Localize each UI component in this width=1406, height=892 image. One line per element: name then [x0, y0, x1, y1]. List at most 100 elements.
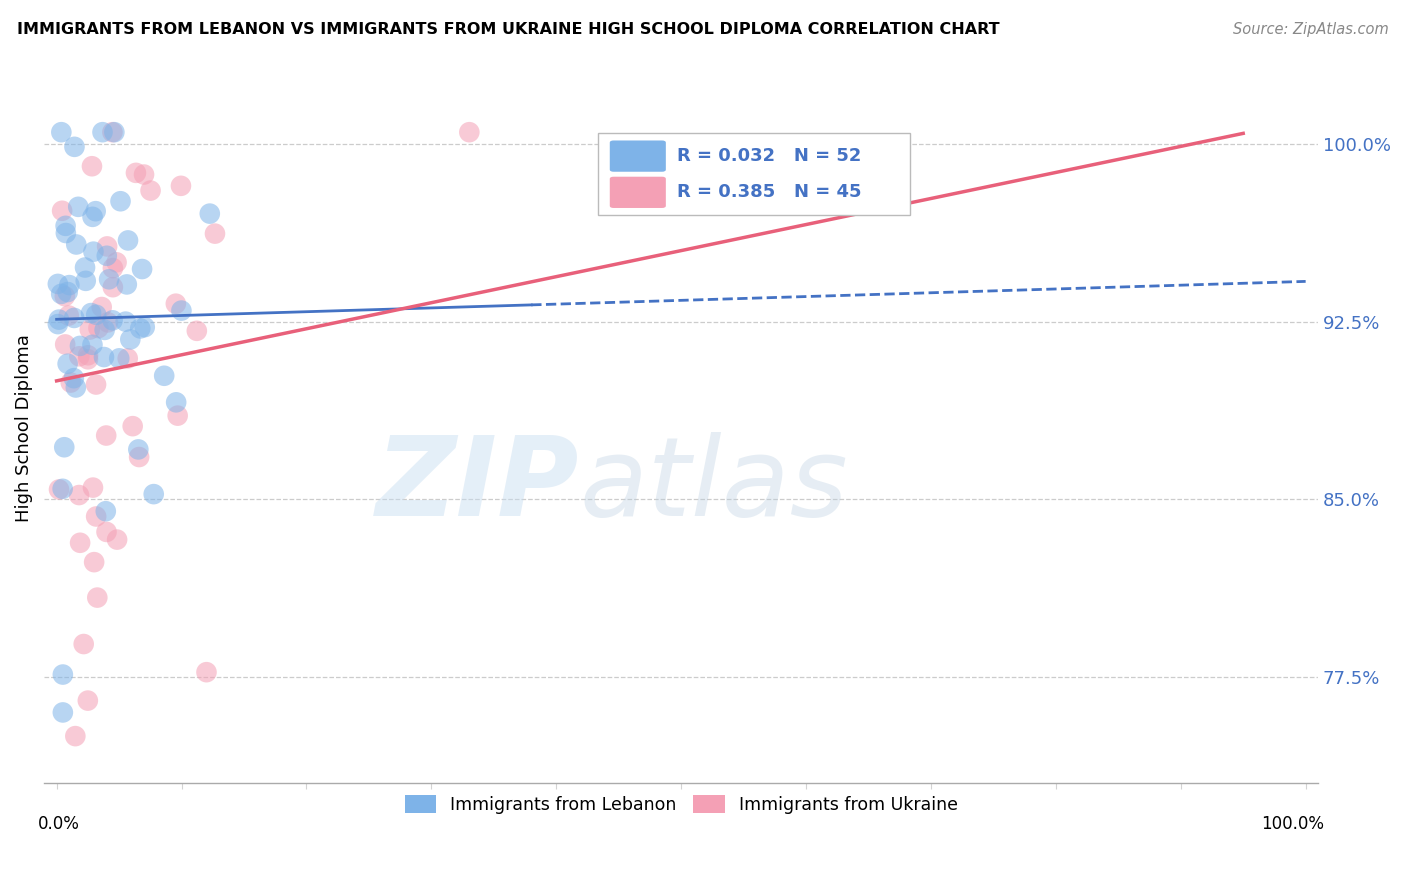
Point	[170, 303, 193, 318]
Text: 0.0%: 0.0%	[38, 815, 80, 833]
Point	[131, 262, 153, 277]
Point	[96, 239, 118, 253]
Point	[56, 285, 79, 299]
Point	[96, 428, 118, 442]
Text: Source: ZipAtlas.com: Source: ZipAtlas.com	[1233, 22, 1389, 37]
Point	[83, 555, 105, 569]
Point	[87, 321, 110, 335]
Point	[121, 419, 143, 434]
Point	[128, 450, 150, 464]
Point	[165, 296, 187, 310]
Y-axis label: High School Diploma: High School Diploma	[15, 334, 32, 522]
Text: R = 0.385   N = 45: R = 0.385 N = 45	[678, 184, 862, 202]
Text: 100.0%: 100.0%	[1261, 815, 1324, 833]
Point	[67, 349, 90, 363]
Point	[55, 226, 77, 240]
Point	[195, 665, 218, 680]
Point	[65, 380, 87, 394]
Point	[73, 260, 96, 275]
Point	[46, 277, 69, 291]
Point	[84, 509, 107, 524]
Point	[166, 409, 188, 423]
Point	[84, 377, 107, 392]
Point	[65, 729, 87, 743]
Point	[58, 309, 80, 323]
Point	[53, 337, 76, 351]
Point	[63, 371, 86, 385]
Point	[51, 125, 73, 139]
Point	[77, 348, 100, 362]
Point	[91, 125, 114, 139]
Point	[67, 488, 90, 502]
Point	[80, 159, 103, 173]
Point	[52, 706, 75, 720]
Point	[82, 210, 104, 224]
Point	[115, 277, 138, 292]
Point	[55, 219, 77, 233]
Point	[127, 442, 149, 457]
Point	[65, 237, 87, 252]
Point	[101, 280, 124, 294]
Point	[82, 481, 104, 495]
Point	[142, 487, 165, 501]
Point	[53, 289, 76, 303]
Point	[110, 194, 132, 209]
Point	[97, 315, 120, 329]
Point	[82, 244, 104, 259]
Point	[48, 312, 70, 326]
Point	[93, 350, 115, 364]
Point	[101, 313, 124, 327]
Point	[101, 125, 124, 139]
Point	[125, 166, 148, 180]
Point	[52, 482, 75, 496]
Point	[58, 278, 80, 293]
Point	[84, 308, 107, 322]
Point	[105, 255, 128, 269]
Point	[103, 125, 125, 139]
Point	[77, 352, 100, 367]
Point	[90, 300, 112, 314]
Point	[67, 200, 90, 214]
Point	[132, 168, 155, 182]
Point	[139, 184, 162, 198]
Point	[204, 227, 226, 241]
Point	[56, 357, 79, 371]
FancyBboxPatch shape	[599, 134, 911, 215]
Point	[76, 693, 98, 707]
Point	[79, 322, 101, 336]
Point	[105, 533, 128, 547]
Point	[96, 524, 118, 539]
Point	[114, 315, 136, 329]
Point	[96, 249, 118, 263]
Text: atlas: atlas	[579, 432, 848, 539]
Point	[129, 321, 152, 335]
FancyBboxPatch shape	[610, 177, 666, 208]
Point	[75, 274, 97, 288]
Point	[117, 234, 139, 248]
Point	[82, 338, 104, 352]
Point	[101, 261, 124, 276]
Point	[48, 483, 70, 497]
Point	[458, 125, 481, 139]
Point	[80, 306, 103, 320]
Point	[51, 286, 73, 301]
Point	[153, 368, 176, 383]
Legend: Immigrants from Lebanon, Immigrants from Ukraine: Immigrants from Lebanon, Immigrants from…	[398, 789, 965, 821]
Point	[52, 667, 75, 681]
Point	[69, 536, 91, 550]
FancyBboxPatch shape	[610, 140, 666, 172]
Point	[117, 351, 139, 366]
Point	[53, 440, 76, 454]
Point	[84, 204, 107, 219]
Point	[186, 324, 208, 338]
Point	[134, 320, 156, 334]
Text: ZIP: ZIP	[375, 432, 579, 539]
Point	[51, 203, 73, 218]
Point	[46, 317, 69, 331]
Text: IMMIGRANTS FROM LEBANON VS IMMIGRANTS FROM UKRAINE HIGH SCHOOL DIPLOMA CORRELATI: IMMIGRANTS FROM LEBANON VS IMMIGRANTS FR…	[17, 22, 1000, 37]
Point	[198, 206, 221, 220]
Point	[165, 395, 187, 409]
Point	[93, 323, 115, 337]
Point	[98, 272, 121, 286]
Point	[108, 351, 131, 366]
